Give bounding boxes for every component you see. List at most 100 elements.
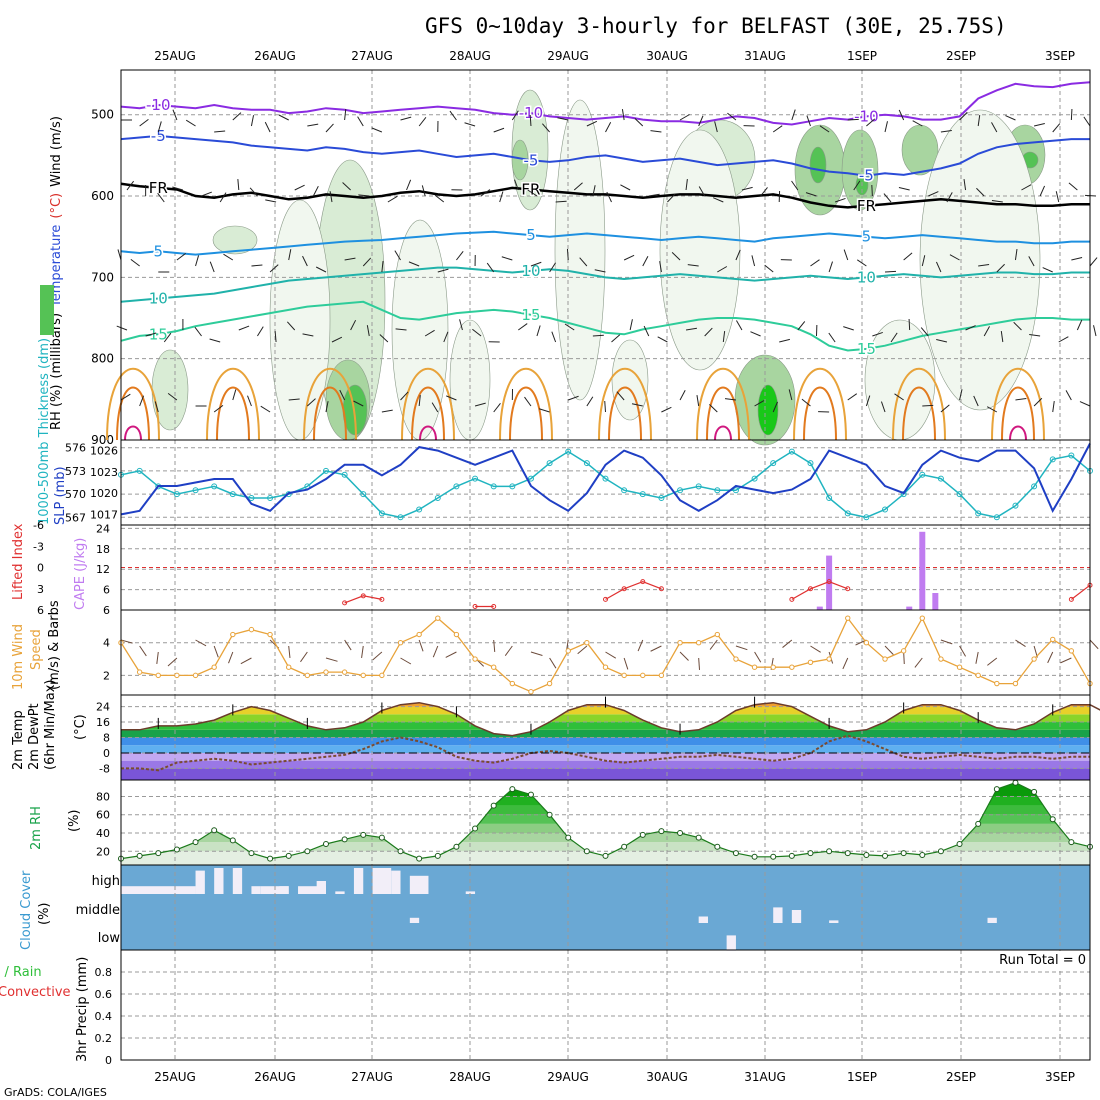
surface-wind-barb xyxy=(605,651,617,659)
wind-barb xyxy=(819,125,830,133)
thickness-point xyxy=(173,491,180,498)
wind-speed-point xyxy=(975,672,981,679)
lifted-index-point xyxy=(826,579,832,585)
rh-shade-18 xyxy=(919,109,1041,411)
surface-wind-barb xyxy=(418,639,424,652)
wind-barb xyxy=(307,398,316,407)
wind-barb xyxy=(959,389,963,401)
rh-point xyxy=(378,834,385,841)
wind-barb xyxy=(431,402,439,413)
cape-y-label: CAPE (J/kg) xyxy=(73,538,88,610)
surface-wind-barb xyxy=(577,645,588,655)
surface-wind-barb xyxy=(344,639,352,651)
cloud-block xyxy=(335,891,345,894)
thickness-point xyxy=(732,487,739,494)
thickness-point xyxy=(248,494,255,501)
date-label-top: 2SEP xyxy=(946,49,976,63)
rh-point xyxy=(788,852,795,859)
isotherm-label: 10 xyxy=(521,262,540,280)
wind10m-panel: 2 4 6 xyxy=(103,604,1099,695)
thickness-point xyxy=(472,475,479,482)
thickness-point xyxy=(192,487,199,494)
wind-barb xyxy=(712,197,724,203)
wind-barb xyxy=(801,398,811,407)
precip-total-label: Total / Rain xyxy=(0,965,42,980)
surface-wind-barb xyxy=(754,651,762,663)
warm-isotherm-arch xyxy=(696,367,750,441)
y-tick-precip: 0.4 xyxy=(95,1010,113,1023)
wind-speed-point xyxy=(807,659,814,666)
wind-barb xyxy=(214,130,226,133)
surface-wind-barb xyxy=(782,639,793,648)
surface-wind-barb xyxy=(228,651,234,664)
wind-barb xyxy=(315,266,327,273)
thickness-point xyxy=(993,514,1000,521)
y-tick-rh: 20 xyxy=(96,845,110,858)
thickness-point xyxy=(565,448,572,455)
wind-barb xyxy=(717,266,728,273)
rh-point xyxy=(658,828,665,835)
wind-barb xyxy=(724,398,737,401)
wind-barb xyxy=(421,185,426,197)
wind-barb xyxy=(847,118,859,121)
isotherm-label: FR xyxy=(521,181,540,199)
surface-wind-barb xyxy=(903,651,905,665)
cloud-block xyxy=(214,868,224,894)
date-label-bottom: 27AUG xyxy=(351,1070,393,1084)
rh-shade-8 xyxy=(809,146,827,184)
wind-barb xyxy=(978,263,990,267)
wind-barb xyxy=(1014,249,1018,261)
wind-barb xyxy=(1052,123,1061,133)
wind-barb xyxy=(511,110,519,121)
wind-speed-point xyxy=(658,672,665,679)
wind-speed-point xyxy=(714,631,721,638)
surface-wind-barb xyxy=(504,645,513,657)
temp-band xyxy=(121,745,1090,753)
wind-barb xyxy=(741,186,753,191)
wind-barb xyxy=(201,191,212,197)
wind-barb xyxy=(714,121,718,133)
wind-barb xyxy=(472,328,482,337)
cloud-level-label: middle xyxy=(76,903,120,918)
wind-speed-point xyxy=(174,672,180,679)
chart-title: GFS 0~10day 3-hourly for BELFAST (30E, 2… xyxy=(425,14,1007,38)
warm-isotherm-arch xyxy=(124,425,142,441)
cloud-block xyxy=(409,875,429,894)
lifted-index-point xyxy=(342,600,348,606)
wind-barb xyxy=(760,187,768,197)
wind-barb xyxy=(538,408,550,413)
rh-point xyxy=(360,831,367,838)
date-label-bottom: 29AUG xyxy=(547,1070,589,1084)
wind-barb xyxy=(586,396,594,407)
warm-isotherm-arch xyxy=(499,367,553,441)
thickness-point xyxy=(1012,502,1019,509)
date-label-bottom: 30AUG xyxy=(646,1070,688,1084)
wind-y-label-3: (m/s) & Barbs xyxy=(47,600,62,690)
thickness-point xyxy=(919,471,926,478)
wind-speed-point xyxy=(360,672,366,679)
temp-y-unit: (°C) xyxy=(73,714,88,740)
wind-speed-point xyxy=(994,680,1000,687)
wind-barb xyxy=(163,332,172,343)
date-label-top: 31AUG xyxy=(744,49,786,63)
upper-air-label-part: RH (%) xyxy=(49,385,64,430)
surface-wind-barb xyxy=(810,645,821,653)
wind-barb xyxy=(1084,194,1097,197)
wind-barb xyxy=(185,119,196,127)
rh2m-panel: 20 40 60 80 xyxy=(96,779,1093,865)
wind-barb xyxy=(195,255,200,267)
wind-speed-point xyxy=(286,664,292,670)
isotherm-label: 15 xyxy=(521,306,540,324)
wind-barb xyxy=(536,325,541,337)
wind-barb xyxy=(1028,256,1035,267)
temp-band xyxy=(121,752,1090,761)
wind-barb xyxy=(232,112,242,121)
wind-barb xyxy=(698,186,706,197)
wind-barb xyxy=(446,395,457,401)
rh-point xyxy=(155,850,162,857)
temp-band xyxy=(121,714,1090,723)
thickness-point xyxy=(490,483,497,490)
wind-barb xyxy=(977,115,981,127)
wind-speed-point xyxy=(1068,648,1075,654)
